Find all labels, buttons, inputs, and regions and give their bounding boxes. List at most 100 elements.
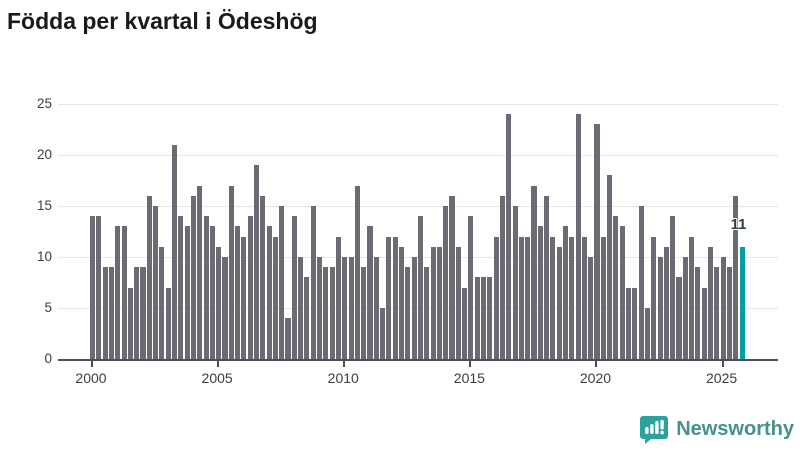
x-axis-tick-2005 (217, 361, 220, 367)
bar-quarter (310, 206, 316, 359)
bar-quarter (506, 114, 512, 359)
bar-quarter (279, 206, 285, 359)
bar-quarter (380, 308, 386, 359)
bar-quarter (361, 267, 367, 359)
bar-quarter (707, 246, 714, 359)
bar-quarter (436, 246, 442, 359)
bar-quarter (398, 246, 405, 359)
newsworthy-logo: Newsworthy (639, 414, 794, 444)
x-axis-tick-2015 (469, 361, 472, 367)
bar-quarter (525, 236, 531, 359)
bar-quarter (153, 206, 159, 359)
x-axis-tick-2010 (343, 361, 346, 367)
newsworthy-wordmark: Newsworthy (676, 417, 794, 440)
bar-quarter (127, 287, 133, 359)
bar-quarter (689, 236, 695, 359)
bar-quarter (134, 267, 140, 359)
bar-quarter (115, 226, 121, 359)
bar-quarter (165, 287, 171, 359)
bar-quarter (140, 267, 146, 359)
bar-quarter (317, 257, 323, 359)
bar-quarter (241, 236, 247, 359)
bar-quarter (121, 226, 127, 359)
bar-quarter (260, 195, 266, 359)
bar-quarter (285, 318, 291, 359)
bar-quarter (405, 267, 411, 359)
x-axis-label-2000: 2000 (75, 370, 107, 386)
gridline-y-20 (58, 155, 778, 156)
bar-quarter (235, 226, 241, 359)
y-axis-label-20: 20 (36, 147, 52, 162)
x-axis-label-2020: 2020 (579, 370, 612, 386)
bar-quarter (228, 185, 234, 359)
bar-quarter (474, 277, 480, 359)
y-axis-label-15: 15 (36, 198, 52, 213)
bar-quarter (493, 236, 499, 359)
bar-quarter (499, 195, 505, 359)
bar-quarter (411, 257, 417, 359)
bar-quarter (424, 267, 430, 359)
bar-quarter (626, 287, 632, 359)
bar-quarter (638, 206, 644, 359)
bar-quarter (720, 257, 726, 359)
bar-quarter (562, 226, 569, 359)
bar-quarter (190, 195, 196, 359)
bar-quarter (197, 185, 203, 359)
bar-quarter (657, 257, 663, 359)
bar-quarter (632, 287, 638, 359)
y-axis-label-25: 25 (36, 96, 52, 111)
bar-quarter (430, 246, 436, 359)
bar-quarter (272, 236, 278, 359)
bar-quarter (178, 216, 184, 359)
bar-quarter (575, 114, 581, 359)
bar-quarter (342, 257, 348, 359)
bar-quarter (392, 236, 398, 359)
last-value-annotation: 11 (730, 215, 747, 233)
bar-quarter (222, 257, 228, 359)
y-axis-label-0: 0 (44, 351, 52, 366)
bar-quarter (588, 257, 594, 359)
bar-quarter (550, 236, 556, 359)
bar-quarter (613, 216, 619, 359)
bar-quarter (449, 195, 455, 359)
bar-quarter (733, 195, 739, 359)
bar-quarter (607, 175, 613, 359)
x-axis-line (58, 359, 778, 361)
bar-quarter (619, 226, 625, 359)
bar-quarter (146, 195, 152, 359)
bar-quarter (291, 216, 297, 359)
bar-quarter (531, 185, 537, 359)
bar-quarter (556, 246, 562, 359)
bar-quarter (108, 267, 114, 359)
bar-quarter (537, 226, 543, 359)
bar-quarter (298, 257, 304, 359)
bar-quarter (184, 226, 190, 359)
bar-quarter (644, 308, 651, 359)
bar-quarter (335, 236, 342, 359)
bar-quarter (348, 257, 354, 359)
bar-quarter (695, 267, 701, 359)
bar-quarter (90, 216, 96, 359)
bar-quarter (216, 246, 222, 359)
bar-quarter (373, 257, 379, 359)
bar-quarter (487, 277, 493, 359)
bar-quarter (266, 226, 272, 359)
bar-quarter (253, 165, 260, 359)
newsworthy-icon (639, 414, 669, 444)
chart-title: Födda per kvartal i Ödeshög (7, 8, 318, 34)
bar-quarter (159, 246, 165, 359)
bar-quarter (701, 287, 707, 359)
bar-quarter (594, 124, 600, 359)
bar-quarter (209, 226, 215, 359)
y-axis-label-5: 5 (44, 300, 52, 315)
bar-quarter (455, 246, 461, 359)
bar-highlighted-latest-quarter (739, 246, 745, 359)
bar-quarter (581, 236, 587, 359)
bar-quarter (726, 267, 732, 359)
bar-quarter (329, 267, 335, 359)
bar-quarter (203, 216, 209, 359)
bar-quarter (462, 287, 468, 359)
x-axis-label-2025: 2025 (706, 370, 738, 386)
bar-quarter (480, 277, 487, 359)
